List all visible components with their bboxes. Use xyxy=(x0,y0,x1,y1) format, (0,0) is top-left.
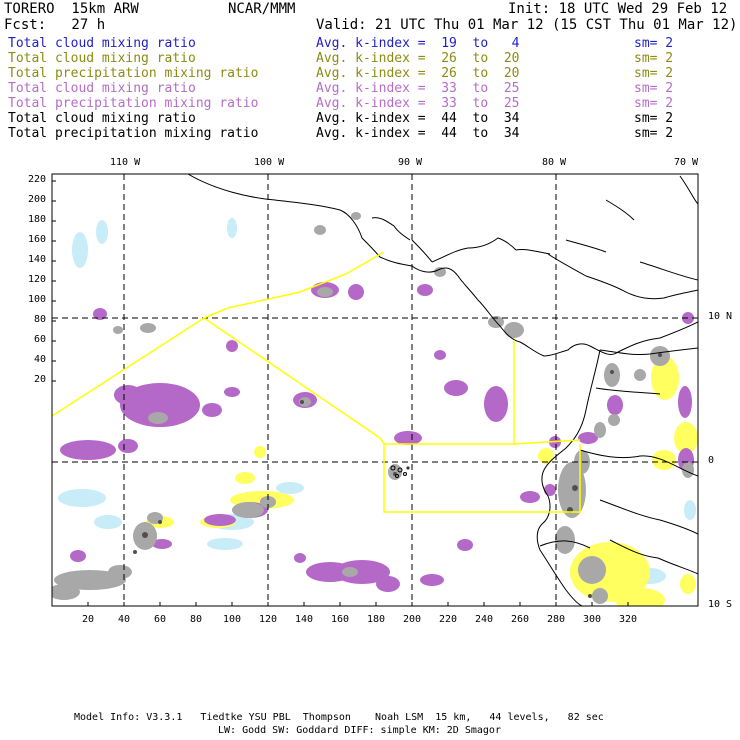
left-tick-label: 200 xyxy=(27,194,46,205)
bottom-tick-label: 220 xyxy=(439,614,458,625)
legend-field: Total precipitation mixing ratio xyxy=(8,126,259,141)
longitude-label: 110 W xyxy=(110,157,141,168)
bottom-tick-label: 160 xyxy=(331,614,350,625)
latitude-label: 10 N xyxy=(708,311,733,322)
left-tick-label: 40 xyxy=(33,354,46,365)
left-tick-label: 20 xyxy=(33,374,46,385)
model-info-line2: LW: Godd SW: Goddard DIFF: simple KM: 2D… xyxy=(218,725,501,736)
legend-kindex: Avg. k-index = 26 to 20 xyxy=(316,51,520,66)
longitude-label: 80 W xyxy=(542,157,567,168)
left-tick-label: 220 xyxy=(27,174,46,185)
init-time: Init: 18 UTC Wed 29 Feb 12 xyxy=(508,1,728,17)
legend-field: Total cloud mixing ratio xyxy=(8,111,196,126)
legend-kindex: Avg. k-index = 44 to 34 xyxy=(316,111,520,126)
cloud-purple xyxy=(60,282,694,592)
bottom-tick-label: 180 xyxy=(367,614,386,625)
model-name: TORERO 15km ARW xyxy=(4,1,139,17)
left-tick-label: 180 xyxy=(27,214,46,225)
domain-boxes xyxy=(52,251,581,513)
legend-sm: sm= 2 xyxy=(634,66,674,81)
legend-kindex: Avg. k-index = 26 to 20 xyxy=(316,66,520,81)
bottom-tick-label: 280 xyxy=(547,614,566,625)
galapagos-islands xyxy=(390,465,410,478)
left-tick-label: 160 xyxy=(27,234,46,245)
legend-sm: sm= 2 xyxy=(634,111,674,126)
bottom-tick-label: 240 xyxy=(475,614,494,625)
left-tick-label: 100 xyxy=(27,294,46,305)
latitude-label: 10 S xyxy=(708,599,733,610)
legend-sm: sm= 2 xyxy=(634,51,674,66)
legend-field: Total cloud mixing ratio xyxy=(8,81,196,96)
legend-field: Total cloud mixing ratio xyxy=(8,51,196,66)
coastlines xyxy=(187,174,698,606)
bottom-tick-label: 60 xyxy=(154,614,167,625)
latitude-label: 0 xyxy=(708,455,715,466)
bottom-tick-label: 40 xyxy=(118,614,131,625)
bottom-tick-label: 20 xyxy=(82,614,95,625)
forecast-hour: Fcst: 27 h xyxy=(4,17,106,33)
left-tick-label: 120 xyxy=(27,274,46,285)
left-tick-label: 60 xyxy=(33,334,46,345)
legend-sm: sm= 2 xyxy=(634,36,674,51)
bottom-tick-label: 100 xyxy=(223,614,242,625)
graticule xyxy=(52,174,698,606)
legend-sm: sm= 2 xyxy=(634,96,674,111)
longitude-label: 100 W xyxy=(254,157,285,168)
legend-kindex: Avg. k-index = 44 to 34 xyxy=(316,126,520,141)
legend-kindex: Avg. k-index = 33 to 25 xyxy=(316,96,520,111)
cloud-dark-core xyxy=(133,353,662,598)
frame-ticks xyxy=(52,180,629,606)
legend-sm: sm= 2 xyxy=(634,126,674,141)
left-tick-label: 140 xyxy=(27,254,46,265)
longitude-label: 90 W xyxy=(398,157,423,168)
legend-field: Total cloud mixing ratio xyxy=(8,36,196,51)
model-info-line1: Model Info: V3.3.1 Tiedtke YSU PBL Thomp… xyxy=(74,712,604,723)
legend-kindex: Avg. k-index = 33 to 25 xyxy=(316,81,520,96)
legend-field: Total precipitation mixing ratio xyxy=(8,96,259,111)
center-name: NCAR/MMM xyxy=(228,1,296,17)
bottom-tick-label: 80 xyxy=(190,614,203,625)
longitude-label: 70 W xyxy=(674,157,699,168)
bottom-tick-label: 200 xyxy=(403,614,422,625)
bottom-tick-label: 140 xyxy=(295,614,314,625)
valid-time: Valid: 21 UTC Thu 01 Mar 12 (15 CST Thu … xyxy=(316,17,738,33)
legend-field: Total precipitation mixing ratio xyxy=(8,66,259,81)
legend-sm: sm= 2 xyxy=(634,81,674,96)
bottom-tick-label: 120 xyxy=(259,614,278,625)
left-tick-label: 80 xyxy=(33,314,46,325)
legend-kindex: Avg. k-index = 19 to 4 xyxy=(316,36,520,51)
bottom-tick-label: 260 xyxy=(511,614,530,625)
bottom-tick-label: 300 xyxy=(583,614,602,625)
map-frame xyxy=(51,173,699,607)
bottom-tick-label: 320 xyxy=(619,614,638,625)
